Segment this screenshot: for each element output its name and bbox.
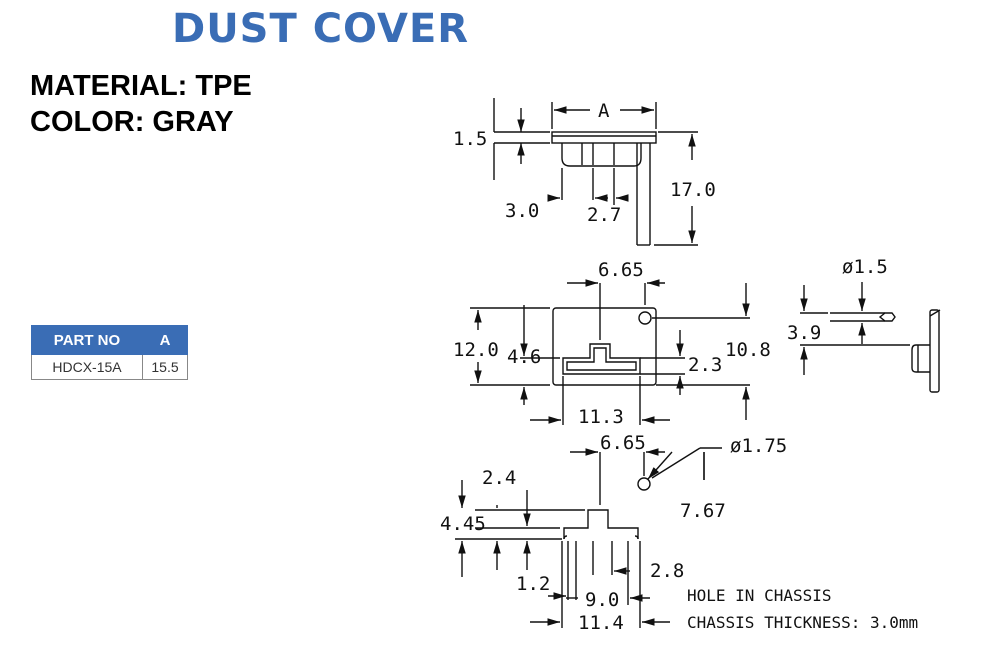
dim-1-2: 1.2 — [516, 573, 550, 595]
hole-note: HOLE IN CHASSIS — [687, 586, 832, 605]
dim-a: A — [598, 100, 610, 122]
dim-11-3: 11.3 — [578, 406, 624, 428]
tab-outline — [562, 343, 641, 375]
dim-17-0: 17.0 — [670, 179, 716, 201]
dim-7-67: 7.67 — [680, 500, 726, 522]
dim-11-4: 11.4 — [578, 612, 624, 634]
dim-12-0: 12.0 — [453, 339, 499, 361]
dim-2-8: 2.8 — [650, 560, 684, 582]
strap-hole — [637, 477, 651, 491]
dim-2-4: 2.4 — [482, 467, 516, 489]
material-spec: MATERIAL: TPE — [30, 70, 252, 102]
dim-2-7: 2.7 — [587, 204, 621, 226]
dim-4-6: 4.6 — [507, 346, 541, 368]
dim-phi-1-75: ø1.75 — [730, 435, 787, 457]
page-title: DUST COVER — [172, 6, 470, 52]
hole-outline — [563, 509, 639, 539]
front-view — [470, 279, 750, 425]
cover-plug — [561, 143, 642, 167]
dim-6-65-bottom: 6.65 — [600, 432, 646, 454]
color-spec: COLOR: GRAY — [30, 106, 234, 138]
plug-body-side — [911, 344, 930, 373]
part-table: PART NO A HDCX-15A 15.5 — [31, 325, 188, 380]
dim-6-65-top: 6.65 — [598, 259, 644, 281]
top-view — [493, 98, 698, 246]
dim-4-45: 4.45 — [440, 513, 486, 535]
thickness-note: CHASSIS THICKNESS: 3.0mm — [687, 613, 918, 632]
table-row: HDCX-15A 15.5 — [31, 354, 188, 380]
dim-1-5: 1.5 — [453, 128, 487, 150]
dim-2-3: 2.3 — [688, 354, 722, 376]
dim-phi-1-5: ø1.5 — [842, 256, 888, 278]
cover-face — [552, 307, 657, 386]
dim-3-9: 3.9 — [787, 322, 821, 344]
strap-plug-head — [878, 312, 896, 322]
side-view — [800, 282, 941, 393]
chassis-hole-view — [455, 447, 722, 628]
dim-9-0: 9.0 — [585, 589, 619, 611]
part-table-header: PART NO A — [31, 325, 188, 355]
dim-3-0: 3.0 — [505, 200, 539, 222]
part-no-cell: HDCX-15A — [31, 354, 143, 380]
a-value-cell: 15.5 — [142, 354, 188, 380]
dim-10-8: 10.8 — [725, 339, 771, 361]
cover-side-face — [929, 309, 940, 393]
strap-hole-circle — [638, 311, 652, 325]
cover-flange — [551, 131, 657, 144]
